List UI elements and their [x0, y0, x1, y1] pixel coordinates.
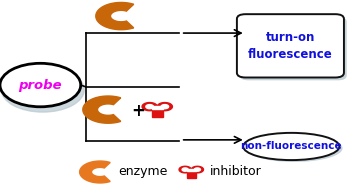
Circle shape	[0, 63, 81, 107]
Polygon shape	[152, 107, 163, 109]
Ellipse shape	[243, 133, 339, 160]
Polygon shape	[161, 105, 169, 109]
Ellipse shape	[246, 135, 343, 162]
Polygon shape	[179, 166, 191, 173]
Polygon shape	[80, 161, 110, 183]
Polygon shape	[187, 171, 196, 178]
Text: non-fluorescence: non-fluorescence	[240, 142, 342, 151]
Polygon shape	[152, 105, 163, 109]
Text: +: +	[132, 101, 146, 120]
Polygon shape	[152, 109, 163, 117]
Polygon shape	[194, 168, 201, 171]
Polygon shape	[96, 2, 134, 30]
Text: turn-on
fluorescence: turn-on fluorescence	[248, 31, 333, 61]
Polygon shape	[83, 96, 121, 123]
Polygon shape	[157, 103, 173, 111]
Circle shape	[1, 67, 84, 112]
FancyBboxPatch shape	[237, 14, 344, 77]
Polygon shape	[146, 105, 153, 109]
Polygon shape	[187, 169, 196, 171]
Polygon shape	[182, 168, 188, 171]
Polygon shape	[142, 103, 157, 111]
Polygon shape	[191, 166, 203, 173]
Text: inhibitor: inhibitor	[210, 166, 262, 178]
Text: enzyme: enzyme	[119, 166, 168, 178]
Polygon shape	[187, 170, 196, 171]
Text: probe: probe	[18, 79, 62, 91]
FancyBboxPatch shape	[240, 17, 347, 80]
